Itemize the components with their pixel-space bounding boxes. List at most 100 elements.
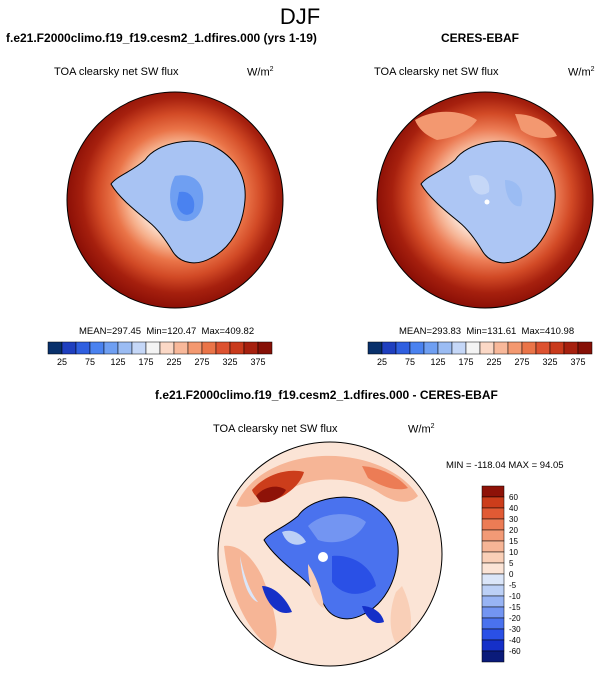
colorbar-cell (75, 341, 91, 355)
colorbar-obs: 25 75 125 175 225 275 325 375 (367, 341, 593, 367)
colorbar-tick-label: 175 (138, 357, 153, 367)
colorbar-tick-label: 125 (110, 357, 125, 367)
positive-anomaly (362, 466, 408, 490)
colorbar-cell (481, 628, 505, 641)
colorbar-cell (131, 341, 147, 355)
colorbar-cell (465, 341, 481, 355)
colorbar-tick-label: 175 (458, 357, 473, 367)
colorbar-cell (481, 518, 505, 531)
colorbar-tick-label: 25 (377, 357, 387, 367)
colorbar-cell (117, 341, 133, 355)
colorbar-tick-label: 375 (250, 357, 265, 367)
negative-patch (308, 514, 366, 543)
panel-obs-stats: MEAN=293.83 Min=131.61 Max=410.98 (399, 326, 575, 337)
colorbar-tick-label: -10 (509, 592, 521, 601)
colorbar-cell (257, 341, 273, 355)
colorbar-tick-label: -30 (509, 625, 521, 634)
panel-model-units: W/m2 (247, 66, 274, 79)
colorbar-obs-cells (367, 341, 593, 355)
pole-hole (318, 552, 328, 562)
colorbar-cell (481, 617, 505, 630)
colorbar-cell (243, 341, 259, 355)
colorbar-tick-label: 0 (509, 570, 514, 579)
colorbar-cell (201, 341, 217, 355)
colorbar-cell (215, 341, 231, 355)
colorbar-cell (103, 341, 119, 355)
colorbar-tick-label: -5 (509, 581, 517, 590)
colorbar-tick-label: 10 (509, 548, 518, 557)
colorbar-cell (479, 341, 495, 355)
colorbar-cell (481, 584, 505, 597)
colorbar-tick-label: 15 (509, 537, 518, 546)
panel-diff-units: W/m2 (408, 423, 435, 436)
panel-diff-variable: TOA clearsky net SW flux (213, 423, 338, 435)
colorbar-cell (481, 507, 505, 520)
positive-band (390, 586, 412, 650)
colorbar-cell (481, 496, 505, 509)
colorbar-cell (481, 551, 505, 564)
colorbar-cell (367, 341, 383, 355)
colorbar-tick-label: -15 (509, 603, 521, 612)
colorbar-cell (493, 341, 509, 355)
colorbar-tick-label: 275 (514, 357, 529, 367)
colorbar-cell (423, 341, 439, 355)
negative-patch (240, 556, 258, 602)
colorbar-cell (481, 485, 505, 498)
figure-title: DJF (279, 4, 321, 29)
colorbar-tick-label: 275 (194, 357, 209, 367)
panel-obs-units: W/m2 (568, 66, 595, 79)
colorbar-cell (481, 562, 505, 575)
colorbar-cell (577, 341, 593, 355)
colorbar-tick-label: -60 (509, 647, 521, 656)
ice-patch (505, 180, 523, 207)
colorbar-tick-label: 25 (57, 357, 67, 367)
colorbar-cell (89, 341, 105, 355)
colorbar-tick-label: 20 (509, 526, 518, 535)
colorbar-tick-label: 225 (486, 357, 501, 367)
colorbar-tick-label: 125 (430, 357, 445, 367)
map-frame (66, 91, 284, 309)
positive-max (256, 486, 286, 503)
colorbar-cell (535, 341, 551, 355)
east-plateau-min (177, 191, 195, 215)
negative-patch (332, 555, 376, 594)
ocean-patch (415, 111, 477, 140)
colorbar-cell (521, 341, 537, 355)
colorbar-cell (481, 573, 505, 586)
negative-anomaly (362, 606, 384, 624)
colorbar-cell (481, 639, 505, 652)
colorbar-tick-label: 30 (509, 515, 518, 524)
panel-diff-stats: MIN = -118.04 MAX = 94.05 (446, 460, 564, 471)
positive-band (224, 545, 277, 650)
panel-diff-heading: f.e21.F2000climo.f19_f19.cesm2_1.dfires.… (155, 388, 498, 402)
colorbar-tick-label: -40 (509, 636, 521, 645)
positive-patch (308, 564, 324, 608)
colorbar-diff-cells (481, 485, 505, 663)
ice-patch (469, 174, 490, 195)
colorbar-cell (507, 341, 523, 355)
pole-hole (484, 199, 490, 205)
colorbar-model-cells (47, 341, 273, 355)
colorbar-tick-label: 325 (542, 357, 557, 367)
panel-model-variable: TOA clearsky net SW flux (54, 66, 179, 78)
negative-patch (282, 530, 306, 545)
map-frame (376, 91, 594, 309)
colorbar-cell (549, 341, 565, 355)
ocean-patch (515, 114, 557, 138)
colorbar-cell (173, 341, 189, 355)
colorbar-cell (61, 341, 77, 355)
colorbar-tick-label: 375 (570, 357, 585, 367)
map-obs-polar (376, 91, 594, 309)
colorbar-tick-label: 225 (166, 357, 181, 367)
colorbar-obs-ticks: 25 75 125 175 225 275 325 375 (377, 357, 586, 367)
panel-model-stats: MEAN=297.45 Min=120.47 Max=409.82 (79, 326, 255, 337)
map-frame (217, 441, 443, 667)
colorbar-cell (47, 341, 63, 355)
colorbar-tick-label: 40 (509, 504, 518, 513)
colorbar-tick-label: 5 (509, 559, 514, 568)
panel-model-heading: f.e21.F2000climo.f19_f19.cesm2_1.dfires.… (6, 31, 317, 45)
colorbar-cell (481, 529, 505, 542)
colorbar-cell (481, 540, 505, 553)
colorbar-model: 25 75 125 175 225 275 325 375 (47, 341, 273, 367)
colorbar-cell (481, 595, 505, 608)
